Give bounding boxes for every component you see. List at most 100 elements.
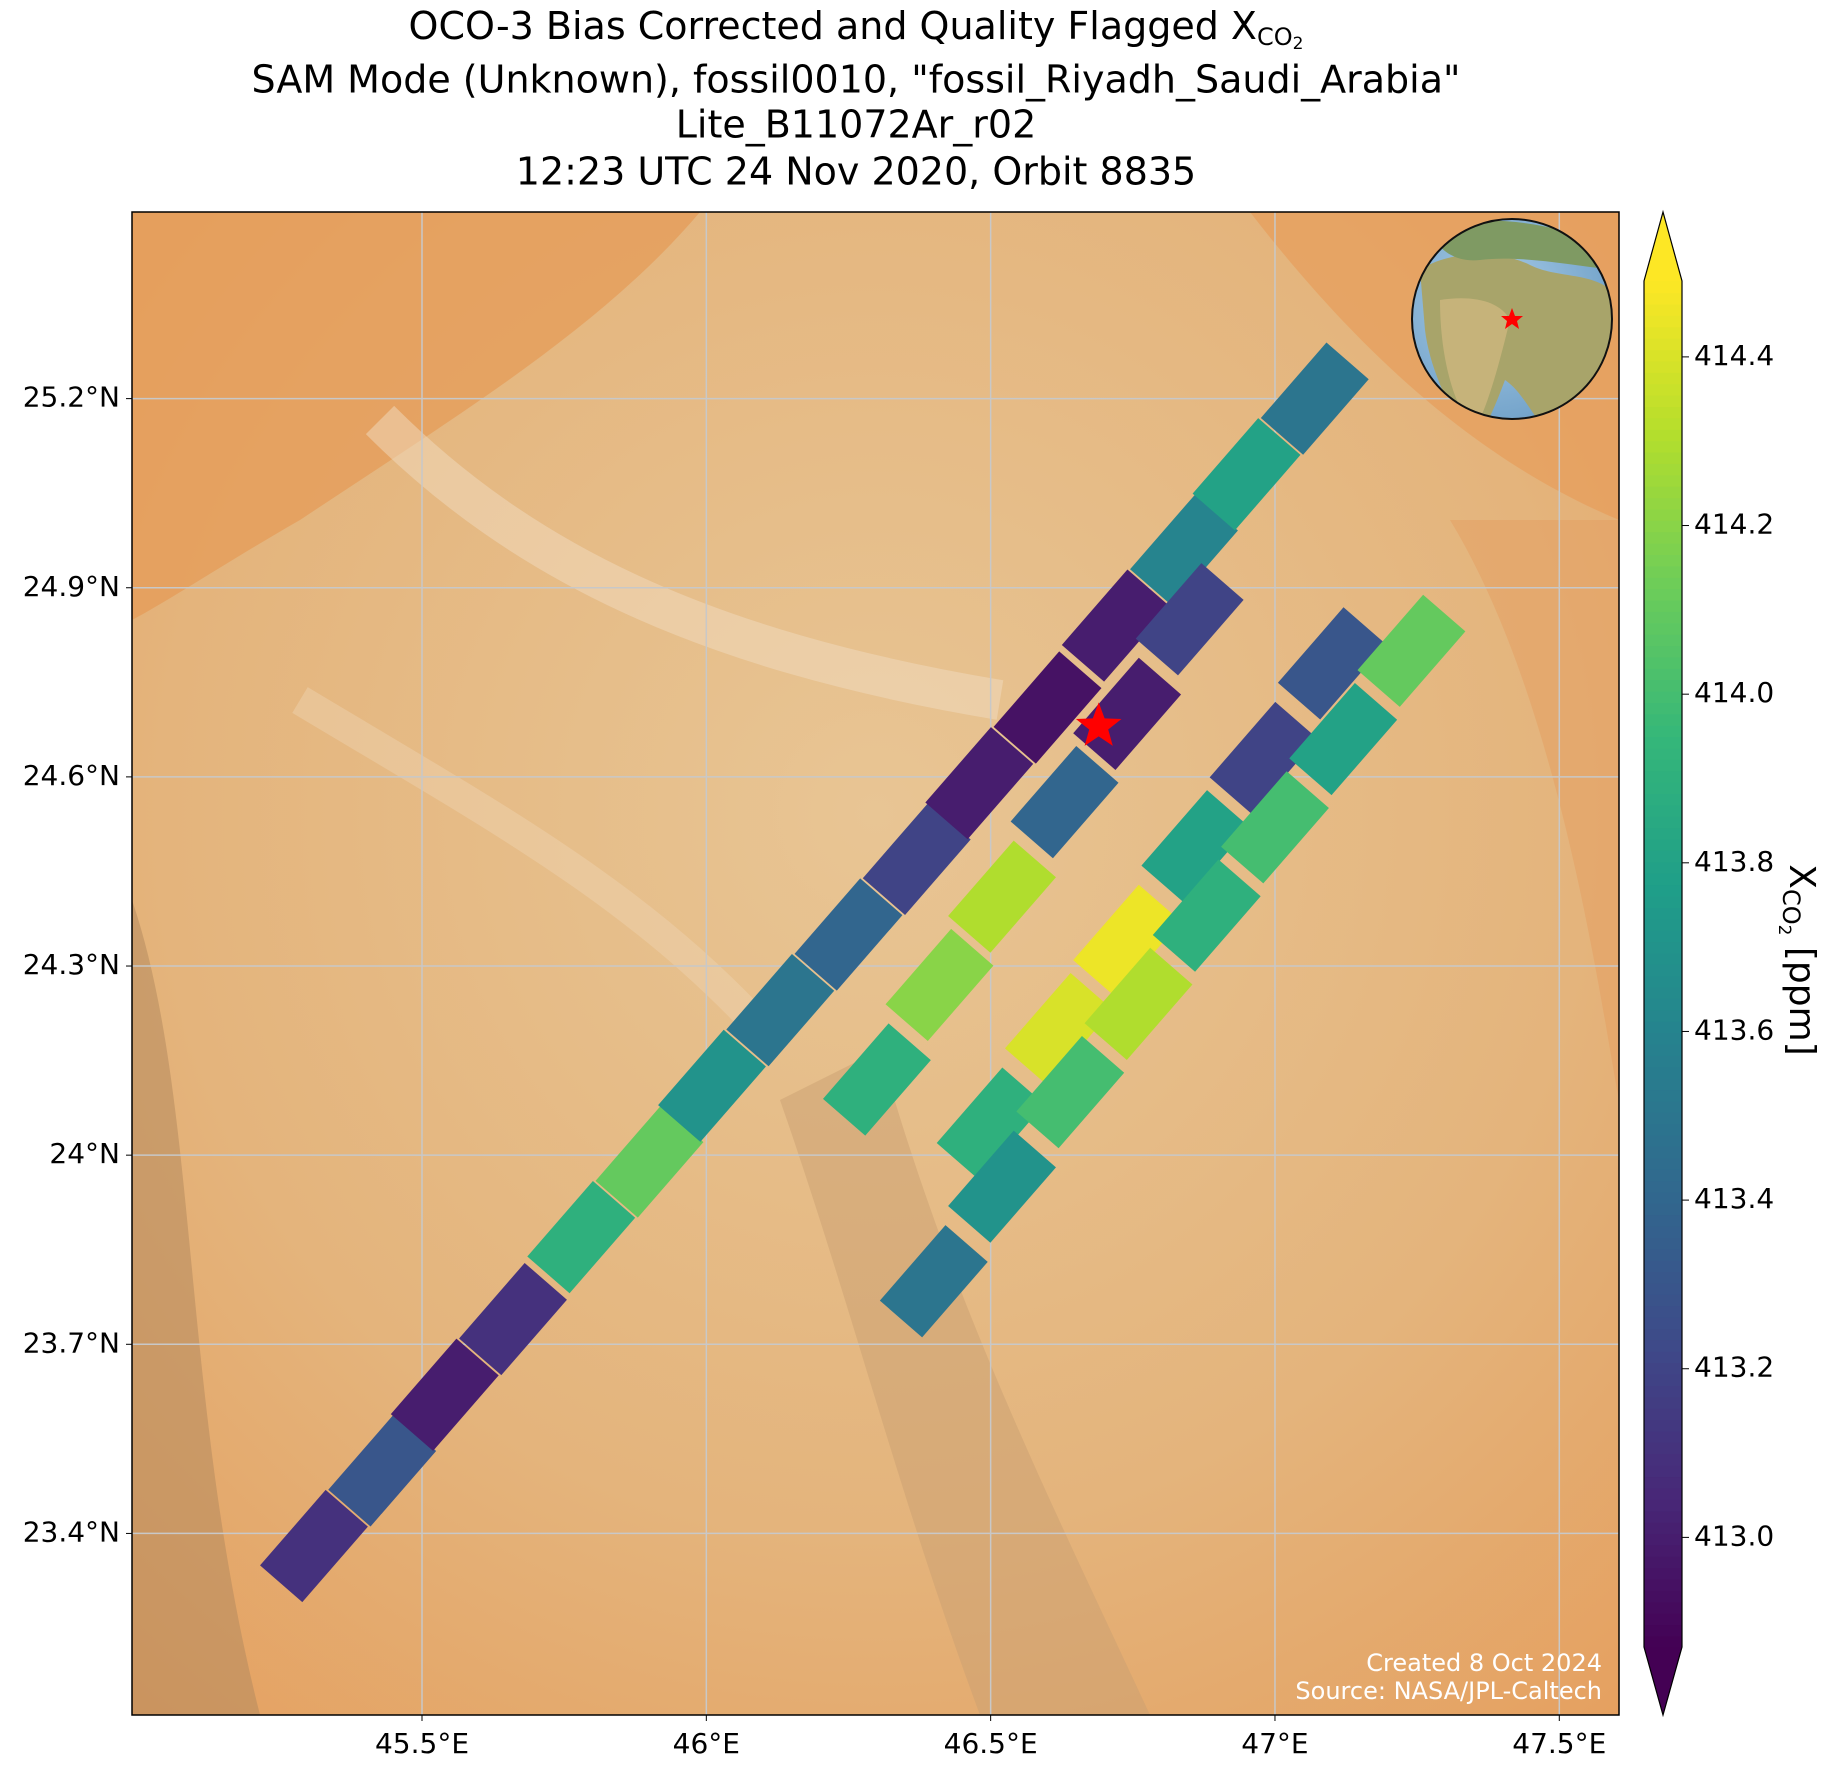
colorbar-step xyxy=(1644,406,1682,419)
colorbar-step xyxy=(1644,1624,1682,1637)
x-tick-label: 46.5°E xyxy=(944,1727,1038,1760)
colorbar-step xyxy=(1644,1214,1682,1227)
sounding-cell xyxy=(260,1489,368,1603)
sounding-cell xyxy=(1152,859,1261,972)
colorbar-tick-label: 413.0 xyxy=(1694,1519,1774,1552)
colorbar-step xyxy=(1644,1191,1682,1204)
colorbar-step xyxy=(1644,303,1682,316)
colorbar-step xyxy=(1644,816,1682,829)
colorbar-step xyxy=(1644,1168,1682,1182)
colorbar-step xyxy=(1644,1510,1682,1523)
colorbar-step xyxy=(1644,508,1682,521)
colorbar-step xyxy=(1644,690,1682,703)
sounding-cell xyxy=(885,928,994,1042)
colorbar-step xyxy=(1644,520,1682,533)
colorbar-step xyxy=(1644,497,1682,510)
colorbar-step xyxy=(1644,895,1682,908)
colorbar-step xyxy=(1644,1328,1682,1341)
y-tick-label: 24.6°N xyxy=(23,759,120,792)
colorbar-step xyxy=(1644,1419,1682,1432)
sounding-cell xyxy=(948,840,1056,953)
sounding-cell xyxy=(1141,790,1250,903)
colorbar-step xyxy=(1644,292,1682,305)
y-tick-label: 24.9°N xyxy=(23,570,120,603)
colorbar-step xyxy=(1644,861,1682,874)
colorbar-extend-min xyxy=(1644,1647,1682,1715)
colorbar-step xyxy=(1644,349,1682,362)
colorbar-step xyxy=(1644,736,1682,749)
sounding-cell xyxy=(993,651,1102,764)
colorbar-step xyxy=(1644,1282,1682,1295)
x-tick-label: 45.5°E xyxy=(375,1727,469,1760)
colorbar-step xyxy=(1644,1544,1682,1557)
colorbar-step xyxy=(1644,1464,1682,1478)
colorbar-tick-label: 413.8 xyxy=(1694,845,1774,878)
sounding-cell xyxy=(1277,607,1386,720)
colorbar-step xyxy=(1644,1601,1682,1614)
sounding-cell xyxy=(726,954,835,1067)
sounding-cell xyxy=(1061,569,1170,682)
colorbar-step xyxy=(1644,884,1682,897)
colorbar-step xyxy=(1644,360,1682,373)
colorbar-step xyxy=(1644,1612,1682,1626)
colorbar-step xyxy=(1644,1134,1682,1147)
sounding-cell xyxy=(1209,701,1318,815)
colorbar-step xyxy=(1644,1032,1682,1045)
colorbar-step xyxy=(1644,599,1682,612)
sounding-cell xyxy=(459,1262,567,1376)
colorbar-step xyxy=(1644,850,1682,863)
colorbar-step xyxy=(1644,451,1682,464)
colorbar-step xyxy=(1644,1362,1682,1375)
colorbar-step xyxy=(1644,964,1682,977)
map-frame xyxy=(131,211,1620,1716)
colorbar-step xyxy=(1644,1476,1682,1489)
colorbar-step xyxy=(1644,1077,1682,1091)
colorbar-step xyxy=(1644,1590,1682,1603)
sounding-cell xyxy=(1260,342,1369,455)
x-tick-label: 47°E xyxy=(1241,1727,1308,1760)
colorbar-step xyxy=(1644,1499,1682,1512)
colorbar-step xyxy=(1644,1123,1682,1136)
title-main: OCO-3 Bias Corrected and Quality Flagged… xyxy=(409,4,1257,48)
colorbar-step xyxy=(1644,1271,1682,1284)
soundings xyxy=(260,342,1466,1603)
colorbar-step xyxy=(1644,781,1682,795)
colorbar-step xyxy=(1644,1259,1682,1273)
colorbar-step xyxy=(1644,1635,1682,1648)
colorbar-step xyxy=(1644,1066,1682,1079)
colorbar-tick-label: 413.6 xyxy=(1694,1013,1774,1046)
colorbar-step xyxy=(1644,1567,1682,1580)
colorbar-step xyxy=(1644,1316,1682,1330)
colorbar-step xyxy=(1644,1396,1682,1409)
sounding-cell xyxy=(794,878,903,991)
subtitle: Lite_B11072Ar_r02 xyxy=(676,103,1037,147)
colorbar-step xyxy=(1644,383,1682,396)
y-tick-label: 25.2°N xyxy=(23,381,120,414)
colorbar-step xyxy=(1644,440,1682,453)
colorbar-step xyxy=(1644,1146,1682,1159)
colorbar-step xyxy=(1644,1180,1682,1193)
colorbar-step xyxy=(1644,747,1682,760)
colorbar-step xyxy=(1644,1203,1682,1216)
sounding-cell xyxy=(1073,884,1182,997)
colorbar-extend-max xyxy=(1644,212,1682,281)
cbar-label-subsub: 2 xyxy=(1774,925,1794,936)
colorbar-step xyxy=(1644,474,1682,487)
colorbar-step xyxy=(1644,1305,1682,1318)
colorbar-step xyxy=(1644,1089,1682,1102)
colorbar-tick-label: 413.4 xyxy=(1694,1182,1774,1215)
colorbar-step xyxy=(1644,1442,1682,1455)
sounding-cell xyxy=(1221,771,1329,884)
colorbar-step xyxy=(1644,633,1682,647)
colorbar-step xyxy=(1644,1555,1682,1569)
sounding-cell xyxy=(1016,1036,1125,1149)
cbar-label-unit: [ppm] xyxy=(1781,935,1822,1055)
colorbar-step xyxy=(1644,1407,1682,1421)
colorbar-step xyxy=(1644,1533,1682,1546)
sounding-cell xyxy=(328,1414,437,1527)
colorbar-step xyxy=(1644,1100,1682,1113)
colorbar-step xyxy=(1644,1055,1682,1068)
colorbar-step xyxy=(1644,417,1682,430)
colorbar-step xyxy=(1644,804,1682,817)
sounding-cell xyxy=(822,1023,931,1136)
